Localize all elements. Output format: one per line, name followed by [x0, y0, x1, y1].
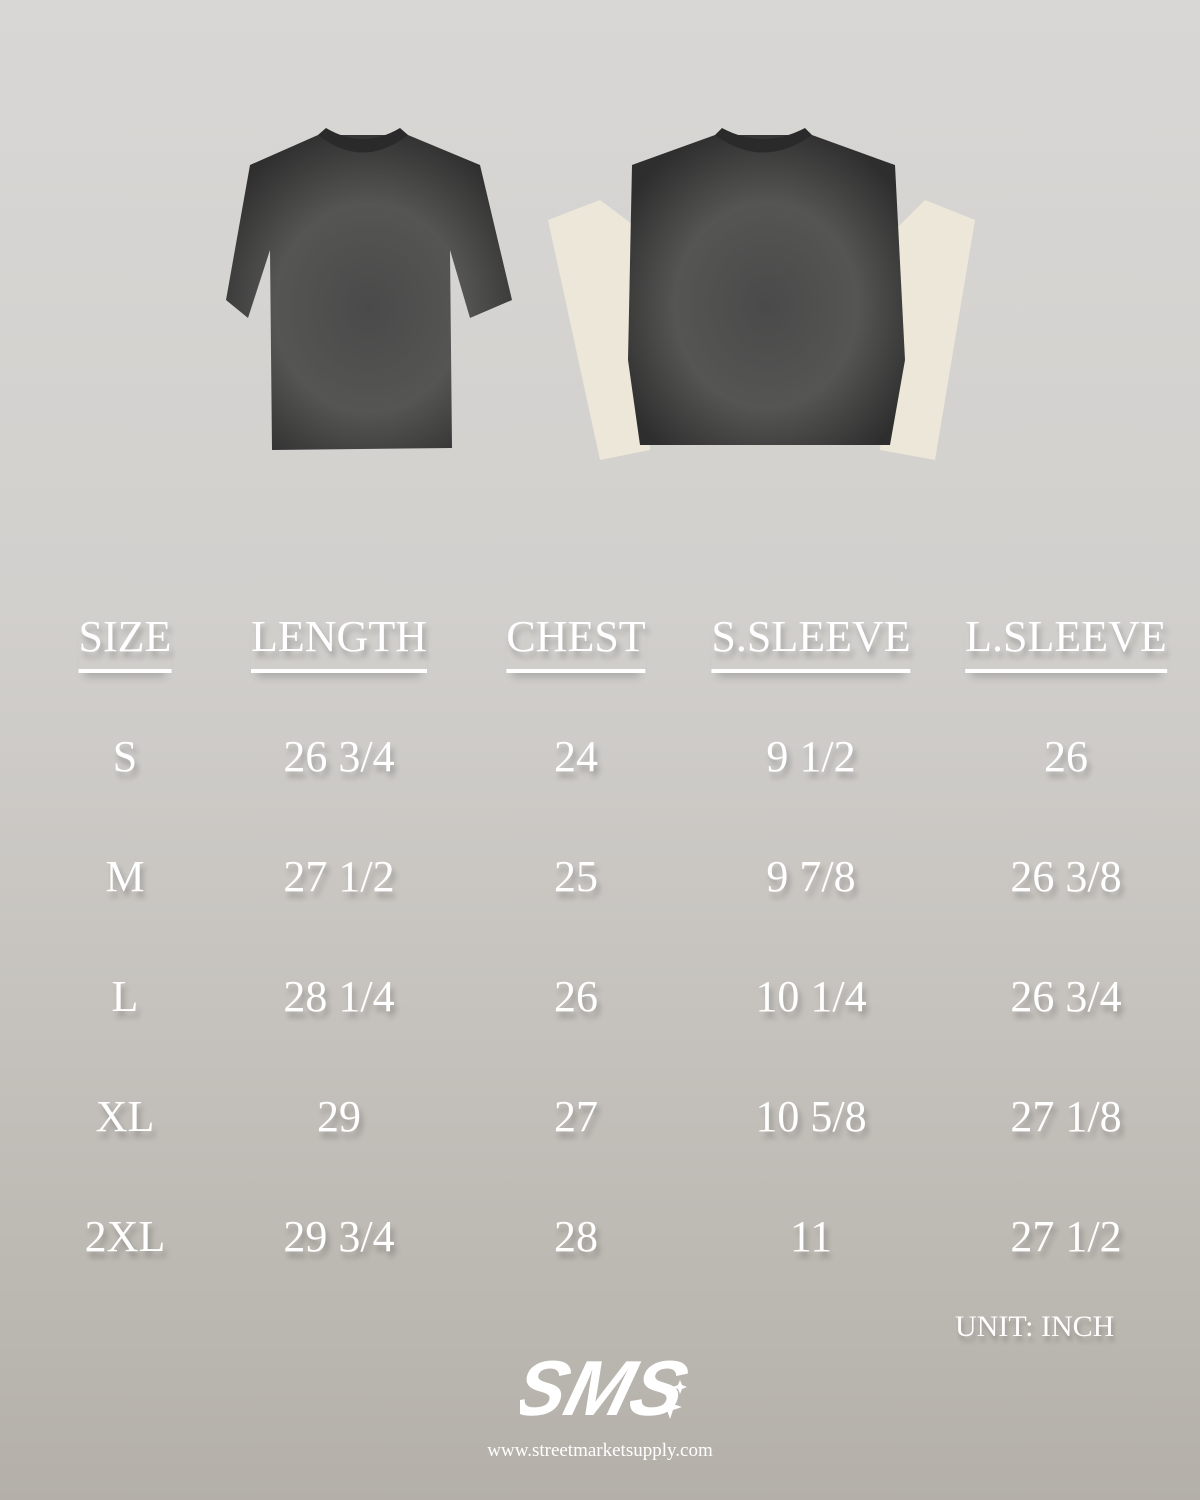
table-cell: L — [111, 972, 139, 1021]
table-cell: 28 1/4 — [283, 972, 395, 1021]
table-cell: 29 — [317, 1092, 361, 1141]
column-header: SIZE — [78, 615, 172, 673]
table-cell: 27 1/2 — [1010, 1212, 1122, 1261]
column-header: S.SLEEVE — [711, 615, 911, 673]
table-cell: 26 3/4 — [1010, 972, 1122, 1021]
table-cell: 10 5/8 — [755, 1092, 867, 1141]
short-sleeve-tee-image — [226, 128, 512, 450]
table-cell: 25 — [554, 852, 598, 901]
sms-logo: SMS — [520, 1344, 690, 1431]
table-cell: 24 — [554, 732, 598, 781]
column-header: L.SLEEVE — [965, 615, 1167, 673]
table-cell: M — [105, 852, 145, 901]
long-sleeve-tee-image — [548, 128, 975, 460]
table-cell: XL — [95, 1092, 155, 1141]
table-cell: 2XL — [84, 1212, 166, 1261]
website-link[interactable]: www.streetmarketsupply.com — [487, 1440, 713, 1461]
table-cell: 27 1/8 — [1010, 1092, 1122, 1141]
table-cell: 28 — [554, 1212, 598, 1261]
column-header: CHEST — [506, 615, 646, 673]
table-cell: 10 1/4 — [755, 972, 867, 1021]
table-cell: 26 — [1044, 732, 1088, 781]
table-cell: S — [112, 732, 138, 781]
table-cell: 26 — [554, 972, 598, 1021]
table-cell: 27 — [554, 1092, 598, 1141]
table-cell: 11 — [789, 1212, 833, 1261]
table-cell: 27 1/2 — [283, 852, 395, 901]
table-cell: 9 1/2 — [766, 732, 856, 781]
table-cell: 9 7/8 — [766, 852, 856, 901]
svg-text:SMS: SMS — [520, 1344, 690, 1431]
unit-label: UNIT: INCH — [955, 1310, 1115, 1343]
table-cell: 26 3/8 — [1010, 852, 1122, 901]
table-cell: 26 3/4 — [283, 732, 395, 781]
column-header: LENGTH — [251, 615, 427, 673]
table-cell: 29 3/4 — [283, 1212, 395, 1261]
product-images — [226, 128, 975, 460]
